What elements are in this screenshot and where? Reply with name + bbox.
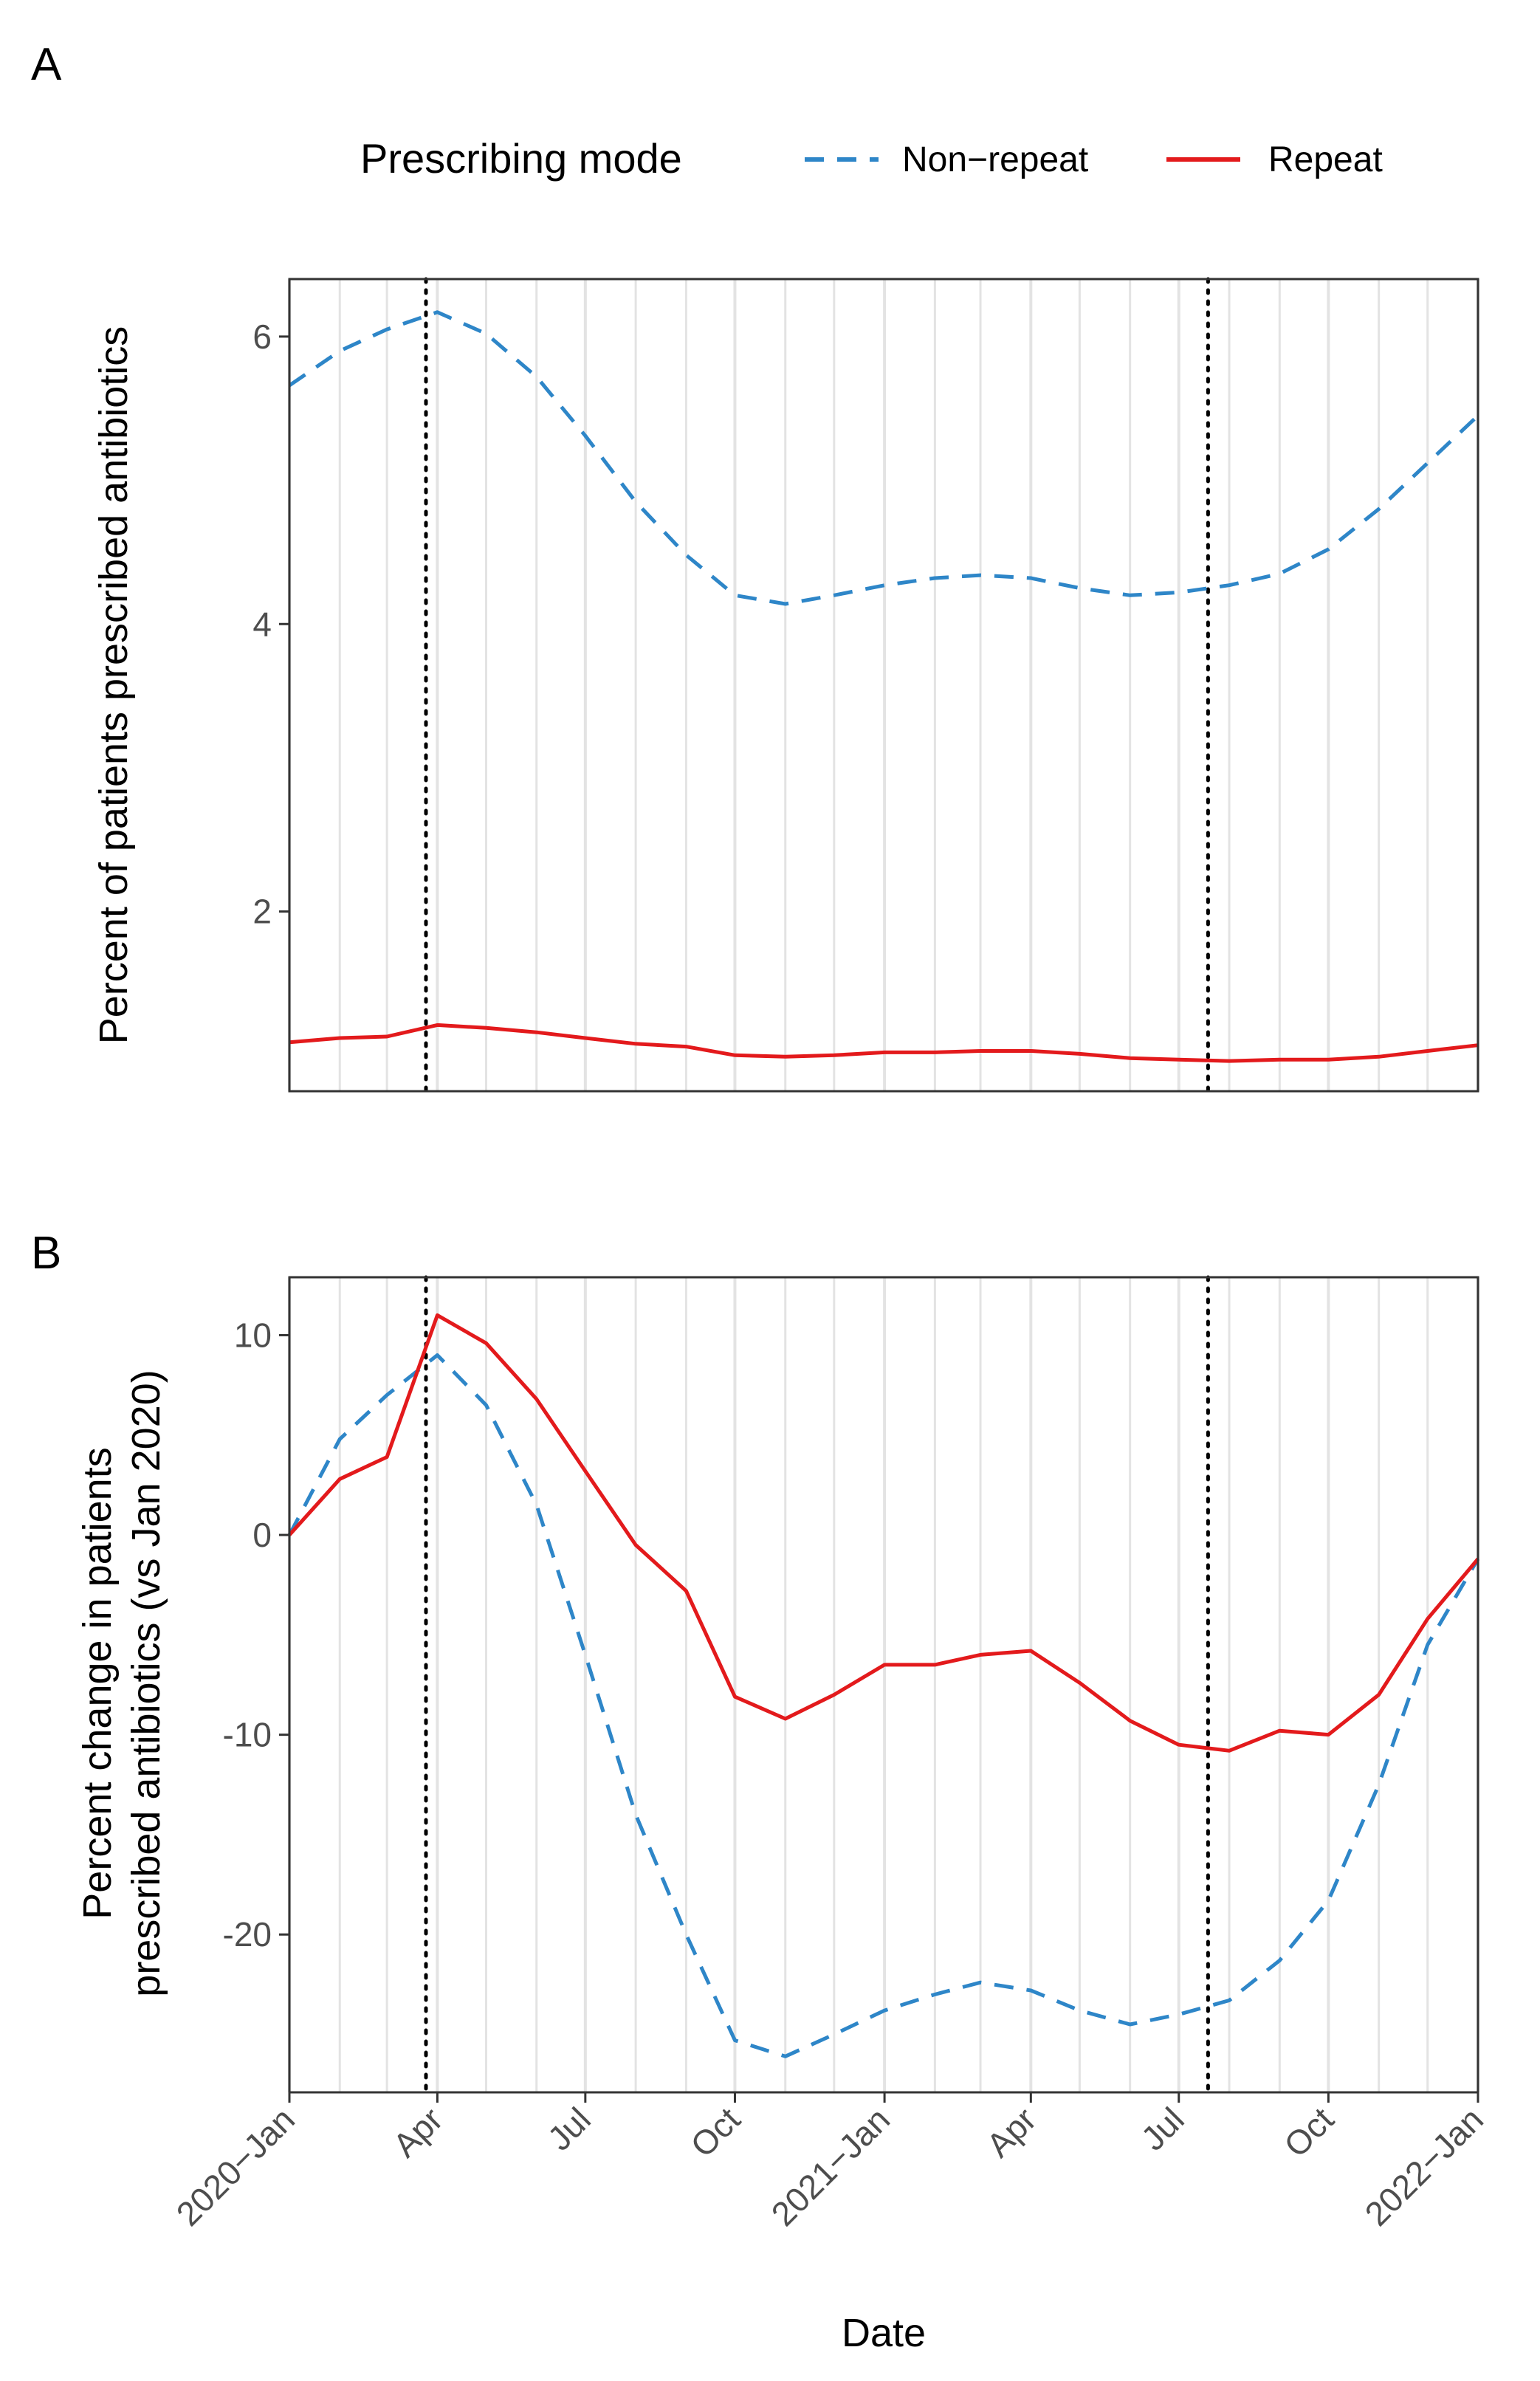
panel-b-reference-lines: [424, 1275, 1210, 2095]
series-line-non-repeat: [287, 1353, 1480, 2058]
y-tick-label: 2: [252, 893, 272, 931]
y-tick-label: 0: [252, 1516, 272, 1554]
x-tick-label: Jul: [540, 2100, 598, 2157]
legend-label-non-repeat: Non−repeat: [902, 140, 1088, 179]
x-tick-label: 2020−Jan: [168, 2100, 302, 2233]
x-tick-label: 2022−Jan: [1357, 2100, 1491, 2233]
panel-b-x-ticks: 2020−Jan Apr Jul Oct 2021−Jan Apr Jul Oct 2022−J…: [168, 2092, 1491, 2233]
y-tick-label: 4: [252, 605, 272, 643]
panel-a-y-axis-title: Percent of patients prescribed antibioti…: [92, 326, 136, 1045]
panel-b-x-axis-title: Date: [842, 2311, 926, 2355]
series-line-repeat: [289, 1023, 1479, 1063]
y-tick-label: 10: [234, 1316, 272, 1354]
legend-label-repeat: Repeat: [1268, 140, 1383, 179]
x-tick-label: Jul: [1133, 2100, 1191, 2157]
panel-b-y-axis-title-line-2: prescribed antibiotics (vs Jan 2020): [124, 1370, 168, 1996]
y-tick-label: -10: [223, 1716, 272, 1754]
panel-a-y-ticks: 2 4 6: [252, 317, 289, 931]
panel-a-frame: [288, 278, 1479, 1093]
x-tick-label: 2021−Jan: [764, 2100, 898, 2233]
x-tick-label: Oct: [1276, 2100, 1341, 2165]
panel-a-series: [288, 310, 1479, 1063]
panel-a-reference-lines: [424, 277, 1210, 1093]
panel-a-gridlines: [288, 279, 1479, 1091]
x-tick-label: Apr: [979, 2100, 1043, 2164]
panel-b-series: [287, 1313, 1480, 2058]
panel-tag-b: B: [31, 1228, 61, 1279]
panel-a-line-chart: 2 4 6 Percent of patients prescribed antib…: [92, 277, 1479, 1093]
x-tick-label: Apr: [385, 2100, 450, 2164]
panel-b-y-axis-title-line-1: Percent change in patients: [75, 1447, 120, 1919]
legend-title: Prescribing mode: [360, 135, 682, 182]
panel-tag-a: A: [31, 39, 62, 90]
series-line-repeat: [288, 1313, 1479, 1753]
legend: Prescribing mode Non−repeat Repeat: [360, 135, 1383, 182]
x-tick-label: Oct: [683, 2100, 748, 2165]
panel-b-gridlines: [288, 1277, 1479, 2092]
y-tick-label: -20: [223, 1915, 272, 1954]
y-tick-label: 6: [252, 317, 272, 356]
panel-b-y-ticks: -20 -10 0 10: [223, 1316, 289, 1954]
